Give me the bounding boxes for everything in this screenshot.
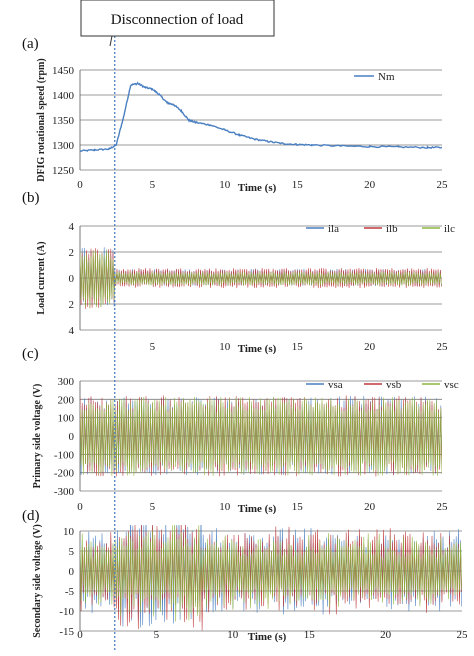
x-tick-label: 15 <box>292 179 304 191</box>
x-tick-label: 25 <box>457 629 469 641</box>
y-tick-label: 1450 <box>52 65 75 77</box>
series-line-ilc <box>80 250 442 308</box>
y-axis-label: Secondary side voltage (V) <box>32 524 43 638</box>
y-axis-label: Load current (A) <box>36 241 47 314</box>
y-tick-label: 1300 <box>52 140 75 152</box>
series-line-Nm <box>80 80 442 152</box>
series-line-c <box>80 525 462 622</box>
x-tick-label: 10 <box>219 341 231 353</box>
y-tick-label: -300 <box>54 486 75 498</box>
disconnection-callout: Disconnection of load <box>80 0 275 47</box>
x-tick-label: 20 <box>380 629 392 641</box>
x-tick-label: 20 <box>364 341 376 353</box>
x-tick-label: 20 <box>364 179 376 191</box>
y-tick-label: 5 <box>69 546 75 558</box>
x-tick-label: 5 <box>150 341 156 353</box>
y-tick-label: 2 <box>69 247 75 259</box>
y-tick-label: 1400 <box>52 90 75 102</box>
y-tick-label: 4 <box>69 325 75 337</box>
plot-area <box>80 80 442 152</box>
callout-text: Disconnection of load <box>111 12 244 28</box>
y-tick-label: 0 <box>69 431 75 443</box>
legend-label: ilc <box>444 223 455 235</box>
y-tick-label: 10 <box>63 526 75 538</box>
callout-pointer <box>104 35 113 47</box>
legend-label: Nm <box>378 71 395 83</box>
x-tick-label: 25 <box>437 179 449 191</box>
y-tick-label: 1350 <box>52 115 75 127</box>
legend-label: vsa <box>328 379 343 391</box>
x-axis-label: Time (s) <box>238 182 277 194</box>
legend-label: vsc <box>444 379 459 391</box>
legend-label: ila <box>328 223 339 235</box>
panel-label: (c) <box>22 346 39 362</box>
x-tick-label: 0 <box>77 629 83 641</box>
x-axis-label: Time (s) <box>238 343 277 355</box>
x-tick-label: 25 <box>437 341 449 353</box>
panel-label: (a) <box>22 36 39 52</box>
x-tick-label: 25 <box>437 501 449 513</box>
y-tick-label: 100 <box>58 413 75 425</box>
y-tick-label: -10 <box>59 606 74 618</box>
y-tick-label: 300 <box>58 376 75 388</box>
plot-area <box>80 395 442 477</box>
y-tick-label: 200 <box>58 394 75 406</box>
y-tick-label: -5 <box>65 586 75 598</box>
x-tick-label: 5 <box>150 179 156 191</box>
x-tick-label: 20 <box>364 501 376 513</box>
legend-label: ilb <box>386 223 398 235</box>
chart-panel-a: (a) 1250 1300 1350 1400 1450 0 5 10 15 20 25 Time (s… <box>22 36 448 194</box>
x-axis-label: Time (s) <box>248 631 287 643</box>
y-tick-label: -15 <box>59 626 74 638</box>
y-tick-label: 0 <box>69 273 75 285</box>
x-tick-label: 15 <box>292 501 304 513</box>
x-tick-label: 5 <box>154 629 160 641</box>
x-tick-label: 10 <box>219 179 231 191</box>
series-line-vsc <box>80 396 442 476</box>
y-tick-label: 1250 <box>52 165 75 177</box>
x-tick-label: 15 <box>304 629 316 641</box>
x-tick-label: 0 <box>77 501 83 513</box>
x-tick-label: 5 <box>150 501 156 513</box>
y-tick-label: 0 <box>69 566 75 578</box>
y-axis-label: DFIG rotational speed (rpm) <box>36 58 47 181</box>
x-tick-label: 10 <box>219 501 231 513</box>
x-tick-label: 15 <box>292 341 304 353</box>
y-tick-label: 4 <box>69 221 75 233</box>
panel-label: (b) <box>22 190 40 206</box>
callout-box <box>80 0 275 37</box>
y-tick-label: -100 <box>54 449 75 461</box>
y-axis-label: Primary side voltage (V) <box>32 384 43 489</box>
x-tick-label: 0 <box>77 179 83 191</box>
x-tick-label: 10 <box>227 629 239 641</box>
legend-label: vsb <box>386 379 402 391</box>
panel-label: (d) <box>22 508 40 524</box>
plot-area <box>80 525 462 631</box>
plot-area <box>80 247 442 309</box>
y-tick-label: 2 <box>69 299 75 311</box>
y-tick-label: -200 <box>54 468 75 480</box>
x-axis-label: Time (s) <box>238 503 277 515</box>
